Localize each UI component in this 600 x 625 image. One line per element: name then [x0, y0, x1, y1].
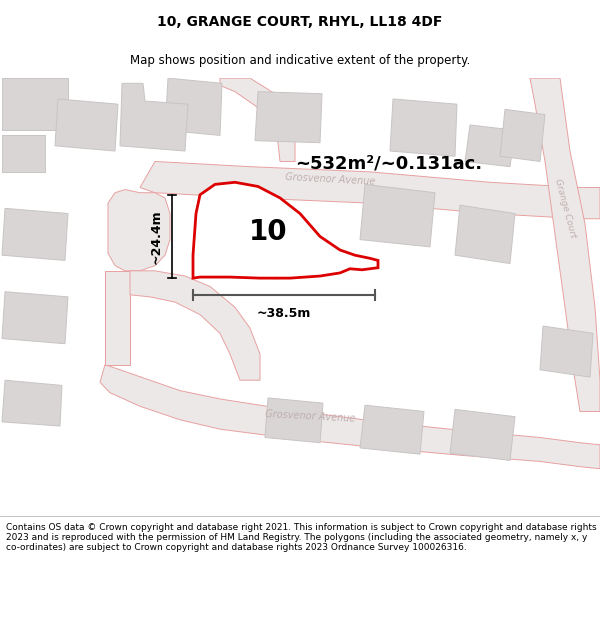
Polygon shape	[530, 78, 600, 411]
Polygon shape	[255, 92, 322, 142]
Text: ~38.5m: ~38.5m	[257, 307, 311, 320]
Polygon shape	[540, 326, 593, 377]
Polygon shape	[2, 292, 68, 344]
Polygon shape	[360, 405, 424, 454]
Polygon shape	[455, 205, 515, 264]
Text: Map shows position and indicative extent of the property.: Map shows position and indicative extent…	[130, 54, 470, 68]
Text: ~532m²/~0.131ac.: ~532m²/~0.131ac.	[295, 154, 482, 173]
Text: Grange Court: Grange Court	[553, 177, 577, 239]
Polygon shape	[465, 125, 515, 167]
Polygon shape	[2, 208, 68, 261]
Polygon shape	[105, 271, 130, 364]
Polygon shape	[500, 109, 545, 161]
Polygon shape	[450, 409, 515, 461]
Polygon shape	[193, 182, 378, 278]
Polygon shape	[2, 78, 68, 130]
Text: 10, GRANGE COURT, RHYL, LL18 4DF: 10, GRANGE COURT, RHYL, LL18 4DF	[157, 15, 443, 29]
Text: ~24.4m: ~24.4m	[149, 209, 163, 264]
Text: 10: 10	[248, 218, 287, 246]
Text: Grosvenor Avenue: Grosvenor Avenue	[284, 172, 376, 186]
Polygon shape	[2, 380, 62, 426]
Polygon shape	[55, 99, 118, 151]
Polygon shape	[265, 398, 323, 442]
Polygon shape	[140, 161, 600, 219]
Polygon shape	[165, 78, 222, 136]
Polygon shape	[108, 189, 170, 271]
Polygon shape	[130, 271, 260, 380]
Text: Grosvenor Avenue: Grosvenor Avenue	[265, 409, 355, 424]
Polygon shape	[2, 136, 45, 172]
Polygon shape	[237, 200, 313, 279]
Polygon shape	[390, 99, 457, 156]
Polygon shape	[100, 364, 600, 469]
Polygon shape	[120, 83, 188, 151]
Polygon shape	[360, 184, 435, 247]
Polygon shape	[220, 78, 295, 161]
Text: Contains OS data © Crown copyright and database right 2021. This information is : Contains OS data © Crown copyright and d…	[6, 522, 596, 552]
